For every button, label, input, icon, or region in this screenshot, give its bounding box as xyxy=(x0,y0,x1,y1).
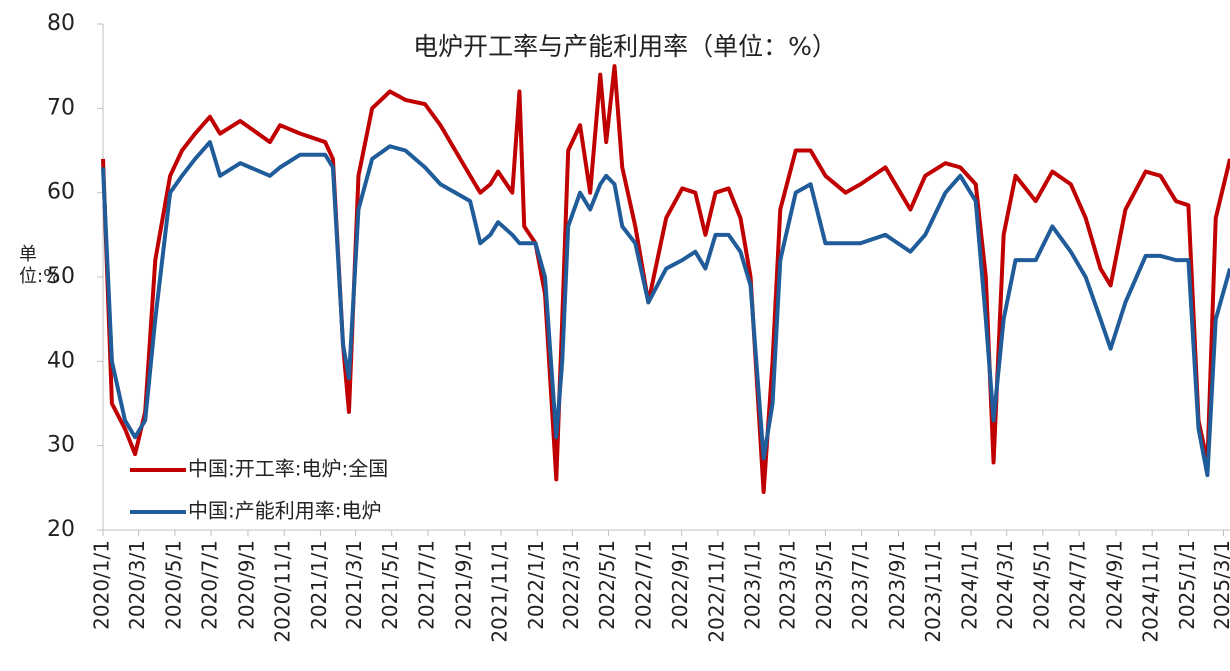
x-tick-label: 2022/9/1 xyxy=(668,540,692,630)
x-tick-label: 2025/3/1 xyxy=(1210,540,1230,630)
y-tick-label: 50 xyxy=(47,264,75,289)
x-tick-label: 2022/7/1 xyxy=(631,540,655,630)
line-series xyxy=(101,64,1230,495)
x-tick-label: 2024/3/1 xyxy=(993,540,1017,630)
x-tick-label: 2023/11/1 xyxy=(921,540,945,643)
x-tick-label: 2021/9/1 xyxy=(451,540,475,630)
x-tick-label: 2023/3/1 xyxy=(776,540,800,630)
x-tick-label: 2024/7/1 xyxy=(1066,540,1090,630)
x-tick-label: 2024/5/1 xyxy=(1029,540,1053,630)
x-tick-label: 2021/5/1 xyxy=(378,540,402,630)
x-tick-label: 2023/5/1 xyxy=(812,540,836,630)
legend-label: 中国:产能利用率:电炉 xyxy=(188,499,381,523)
chart-title: 电炉开工率与产能利用率（单位：%） xyxy=(413,32,837,61)
x-tick-label: 2022/3/1 xyxy=(559,540,583,630)
y-tick-label: 80 xyxy=(47,11,75,36)
x-tick-label: 2020/9/1 xyxy=(234,540,258,630)
y-tick-label: 70 xyxy=(47,95,75,120)
x-tick-label: 2022/1/1 xyxy=(524,540,548,630)
x-tick-label: 2024/1/1 xyxy=(957,540,981,630)
x-tick-label: 2020/3/1 xyxy=(125,540,149,630)
x-tick-label: 2020/11/1 xyxy=(271,540,295,643)
x-tick-label: 2021/3/1 xyxy=(342,540,366,630)
x-tick-label: 2024/11/1 xyxy=(1139,540,1163,643)
x-tick-label: 2020/7/1 xyxy=(198,540,222,630)
x-tick-label: 2022/11/1 xyxy=(704,540,728,643)
x-tick-label: 2020/1/1 xyxy=(90,540,114,630)
x-tick-label: 2023/7/1 xyxy=(848,540,872,630)
x-tick-label: 2023/9/1 xyxy=(885,540,909,630)
x-tick-label: 2021/7/1 xyxy=(414,540,438,630)
x-tick-label: 2024/9/1 xyxy=(1102,540,1126,630)
y-tick-label: 40 xyxy=(47,348,75,373)
x-tick-label: 2021/11/1 xyxy=(488,540,512,643)
x-tick-label: 2021/1/1 xyxy=(307,540,331,630)
y-axis-label: 单位:% xyxy=(19,244,61,287)
legend-label: 中国:开工率:电炉:全国 xyxy=(188,457,388,481)
x-tick-label: 2023/1/1 xyxy=(741,540,765,630)
y-tick-label: 30 xyxy=(47,433,75,458)
y-tick-label: 60 xyxy=(47,180,75,205)
line-series xyxy=(101,140,1230,478)
x-tick-label: 2020/5/1 xyxy=(161,540,185,630)
x-tick-label: 2025/1/1 xyxy=(1175,540,1199,630)
x-tick-label: 2022/5/1 xyxy=(595,540,619,630)
y-tick-label: 20 xyxy=(47,517,75,542)
